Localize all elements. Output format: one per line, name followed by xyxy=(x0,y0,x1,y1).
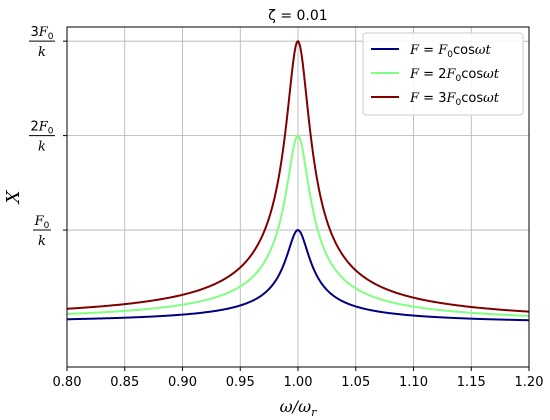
legend-var: ωt xyxy=(475,43,492,58)
legend-fn: cos xyxy=(453,43,475,58)
legend-label: F = 2F0cosωt xyxy=(409,67,500,84)
legend-base: F xyxy=(445,67,456,82)
x-tick-label: 0.85 xyxy=(110,375,139,390)
y-tick-numerator: 2F0 xyxy=(30,120,53,137)
y-axis-label: X xyxy=(3,189,24,205)
x-tick-label: 1.05 xyxy=(341,375,370,390)
legend-coef: 3 xyxy=(438,91,446,106)
x-axis-ticks: 0.80 0.85 0.90 0.95 1.00 1.05 1.10 1.15 1.20 xyxy=(53,367,544,390)
x-tick-label: 1.15 xyxy=(457,375,486,390)
legend-base: F xyxy=(445,91,456,106)
legend-coef: 2 xyxy=(438,67,446,82)
legend-lhs: F xyxy=(409,43,420,58)
y-tick-coef: 2 xyxy=(30,120,38,135)
legend-base: F xyxy=(437,43,448,58)
y-tick-denominator: k xyxy=(38,45,46,60)
y-tick-denominator: k xyxy=(38,234,46,249)
series-line xyxy=(67,134,529,317)
x-tick-label: 0.90 xyxy=(168,375,197,390)
legend-sub: 0 xyxy=(447,50,453,60)
y-tick-numerator: F0 xyxy=(34,214,50,231)
legend-equals: = xyxy=(419,43,438,58)
x-tick-label: 1.20 xyxy=(515,375,544,390)
x-tick-label: 1.00 xyxy=(284,375,313,390)
legend-lhs: F xyxy=(409,67,420,82)
y-tick-numerator-var: F xyxy=(38,25,49,40)
x-axis-label-main: ω/ω xyxy=(280,397,311,416)
legend-sub: 0 xyxy=(456,74,462,84)
x-tick-label: 1.10 xyxy=(399,375,428,390)
y-tick-denominator: k xyxy=(38,140,46,155)
legend-var: ωt xyxy=(483,91,500,106)
y-tick-numerator: 3F0 xyxy=(30,25,53,42)
legend-label: F = 3F0cosωt xyxy=(409,91,500,108)
legend-var: ωt xyxy=(483,67,500,82)
x-axis-label-sub: r xyxy=(311,406,317,419)
legend-equals: = xyxy=(419,91,438,106)
legend-fn: cos xyxy=(461,91,483,106)
y-tick-numerator-var: F xyxy=(38,120,49,135)
legend-box xyxy=(362,32,524,116)
legend-label: F = F0cosωt xyxy=(409,43,491,60)
series-line xyxy=(67,228,529,322)
y-tick-numerator-sub: 0 xyxy=(48,127,54,137)
legend-lhs: F xyxy=(409,91,420,106)
x-axis-label: ω/ωr xyxy=(280,397,317,419)
series-lines xyxy=(67,39,529,322)
x-tick-label: 0.80 xyxy=(53,375,82,390)
legend-sub: 0 xyxy=(456,98,462,108)
chart-title: ζ = 0.01 xyxy=(268,8,327,24)
y-tick-coef: 3 xyxy=(30,25,38,40)
y-tick-numerator-sub: 0 xyxy=(44,221,50,231)
y-tick-label: F0 k xyxy=(33,214,51,249)
x-tick-label: 0.95 xyxy=(226,375,255,390)
legend-fn: cos xyxy=(461,67,483,82)
y-tick-numerator-sub: 0 xyxy=(48,32,54,42)
legend-equals: = xyxy=(419,67,438,82)
series-line xyxy=(67,39,529,313)
y-tick-numerator-var: F xyxy=(34,214,45,229)
